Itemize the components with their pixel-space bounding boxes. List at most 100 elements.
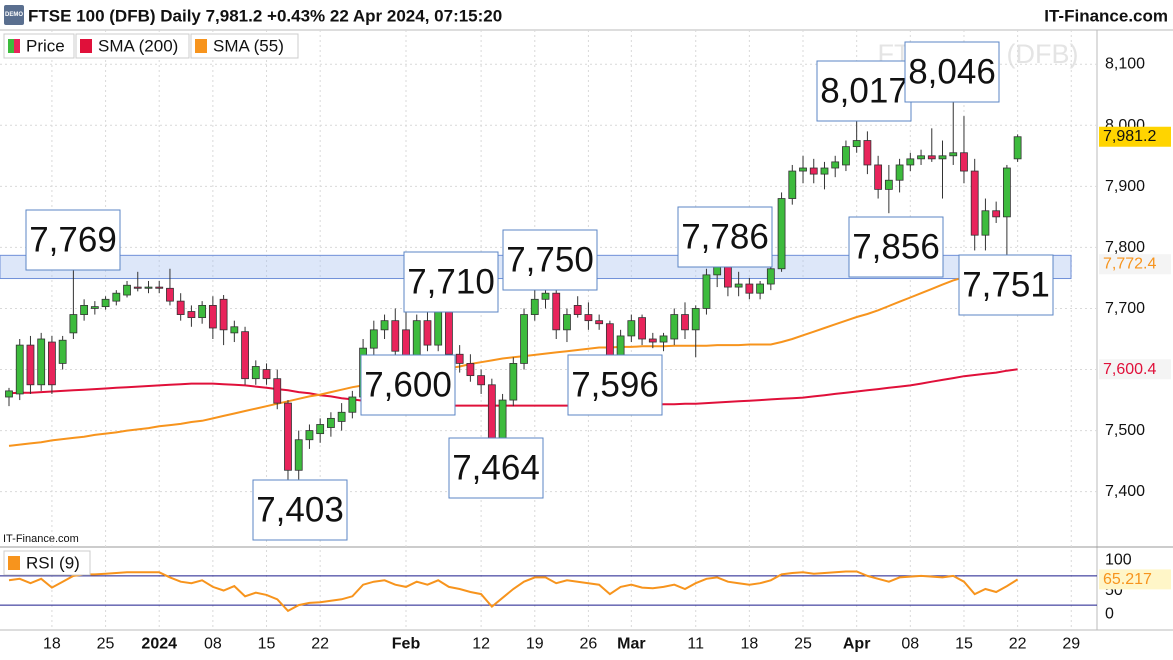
candle-body [659,335,668,343]
x-tick-label: 2024 [141,636,177,653]
candle-body [949,152,958,157]
candle-body [123,284,131,296]
candle-body [670,314,679,340]
annotation-box [448,437,544,499]
x-tick-label: 29 [1062,636,1080,653]
candle-body [734,283,743,288]
demo-badge [4,5,24,25]
candle-body [906,158,915,166]
x-tick-label: 12 [472,636,490,653]
y-tick-label: 7,400 [1105,483,1145,500]
candle-body [380,320,389,331]
legend-swatch [14,39,20,53]
candle-body [938,155,947,160]
candle-body [391,320,400,352]
x-tick-label: Feb [392,636,421,653]
x-tick-label: Mar [617,636,645,653]
annotation-box [252,479,348,541]
annotation-box [677,206,773,268]
candle-body [316,424,325,435]
rsi-tag [1099,569,1171,590]
candle-body [1013,136,1022,160]
candle-body [981,210,990,236]
candle-body [15,344,24,395]
candle-body [595,320,604,325]
source: IT-Finance.com [1044,7,1168,26]
candle-body [563,314,571,331]
candle-body [144,286,153,289]
candle-body [251,366,260,380]
candle-body [970,170,979,236]
x-tick-label: 15 [258,636,276,653]
candle-body [509,363,518,401]
price-tag [1099,126,1171,147]
candle-body [745,283,754,294]
y-tick-label: 7,800 [1105,239,1145,256]
candle-body [369,329,378,349]
annotation: 7,856 [852,228,940,267]
x-tick-label: 15 [955,636,973,653]
candle-body [917,155,925,160]
candle-body [155,286,164,289]
annotation: 8,046 [908,53,996,92]
candle-body [573,305,582,315]
candle-body [262,369,271,380]
sma-line [8,263,1018,447]
annotation-box [502,229,598,291]
candle-body [187,311,196,319]
rsi-tag-label: 65.217 [1103,571,1152,588]
credit: IT-Finance.com [3,533,79,545]
candle-body [26,344,35,386]
candle-body [37,338,46,386]
candle-body [176,300,185,315]
candle-body [927,155,936,160]
candle-body [520,314,528,364]
annotation: 8,017 [820,72,908,111]
candle-body [541,292,550,300]
legend-label: Price [26,37,65,56]
legend-box [190,33,299,59]
candle-body [326,417,335,428]
candle-body [702,274,711,309]
x-tick-label: 22 [311,636,329,653]
candle-body [241,331,249,380]
candle-body [809,167,818,175]
price-tag-label: 7,772.4 [1103,256,1156,273]
candle-body [584,314,593,322]
candle-body [627,320,636,337]
price-tag [1099,359,1171,380]
price-tag-label: 7,981.2 [1103,128,1156,145]
candle-body [208,305,217,329]
candle-body [756,283,764,294]
candle-body [412,320,421,361]
annotation-box [958,254,1054,316]
legend-swatch [195,39,207,53]
x-tick-label: 18 [740,636,758,653]
candle-body [445,308,453,355]
x-tick-label: 25 [97,636,115,653]
legend-label: SMA (200) [98,37,178,56]
annotation-box [403,251,499,313]
candle-body [820,167,829,175]
candle-body [842,146,850,166]
candle-body [766,268,775,285]
y-tick-label: 7,700 [1105,300,1145,317]
candle-body [133,286,142,289]
candle-body [230,326,239,334]
candle-body [90,306,99,309]
candle-body [455,353,464,364]
candle-body [852,140,861,148]
candle-body [552,292,561,331]
annotation: 7,596 [571,366,659,405]
candle-body [166,287,174,302]
x-tick-label: 25 [794,636,812,653]
legend-label: SMA (55) [213,37,284,56]
candle-body [48,341,56,386]
candle-body [337,411,346,422]
price-tag [1099,254,1171,275]
legend-label: RSI (9) [26,554,80,573]
candle-body [58,339,67,364]
annotation-box [360,354,456,416]
candle-body [960,152,968,172]
